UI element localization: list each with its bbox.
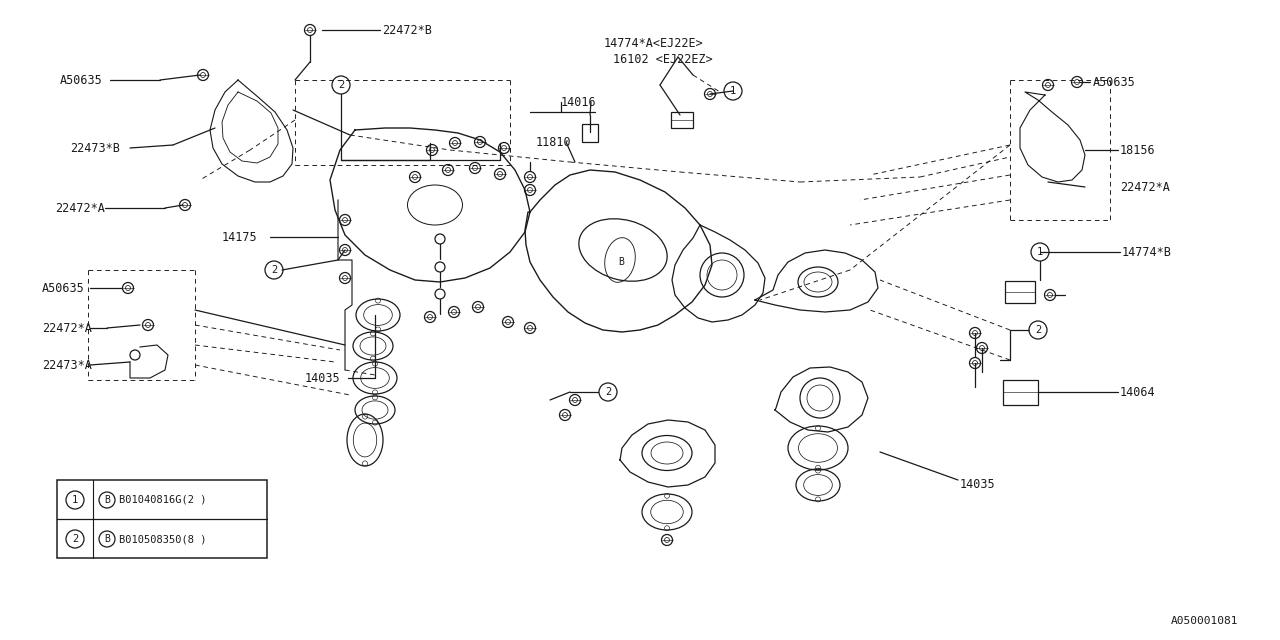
- Text: 14774*B: 14774*B: [1123, 246, 1172, 259]
- Text: 22472*A: 22472*A: [55, 202, 105, 214]
- Bar: [58, 480, 268, 558]
- Text: 14064: 14064: [1120, 385, 1156, 399]
- Text: A50635: A50635: [42, 282, 84, 294]
- Text: 22473*A: 22473*A: [42, 358, 92, 371]
- Text: 1: 1: [72, 495, 78, 505]
- Text: 2: 2: [338, 80, 344, 90]
- Text: 11810: 11810: [536, 136, 572, 148]
- Bar: [1005, 281, 1036, 303]
- Text: 14175: 14175: [221, 230, 257, 243]
- Text: 22472*B: 22472*B: [381, 24, 431, 36]
- Text: 14016: 14016: [561, 95, 596, 109]
- Text: B: B: [104, 495, 110, 505]
- Bar: [582, 124, 598, 142]
- Text: B: B: [104, 534, 110, 544]
- Text: B010508350(8 ): B010508350(8 ): [119, 534, 206, 544]
- Text: 2: 2: [605, 387, 611, 397]
- Text: B: B: [618, 257, 623, 267]
- Bar: [1002, 380, 1038, 404]
- Text: 22473*B: 22473*B: [70, 141, 120, 154]
- Text: 2: 2: [72, 534, 78, 544]
- Text: A50635: A50635: [60, 74, 102, 86]
- Text: A50635: A50635: [1093, 76, 1135, 88]
- Text: 14035: 14035: [305, 371, 340, 385]
- Text: 1: 1: [730, 86, 736, 96]
- Text: 16102 <EJ22EZ>: 16102 <EJ22EZ>: [613, 52, 713, 65]
- Text: 22472*A: 22472*A: [1120, 180, 1170, 193]
- Text: 22472*A: 22472*A: [42, 321, 92, 335]
- Bar: [671, 112, 692, 128]
- Text: A050001081: A050001081: [1170, 616, 1238, 626]
- Text: B01040816G(2 ): B01040816G(2 ): [119, 495, 206, 505]
- Text: 14035: 14035: [960, 479, 996, 492]
- Text: 2: 2: [1034, 325, 1041, 335]
- Text: 18156: 18156: [1120, 143, 1156, 157]
- Text: 1: 1: [1037, 247, 1043, 257]
- Text: 14774*A<EJ22E>: 14774*A<EJ22E>: [604, 36, 704, 49]
- Text: 2: 2: [271, 265, 278, 275]
